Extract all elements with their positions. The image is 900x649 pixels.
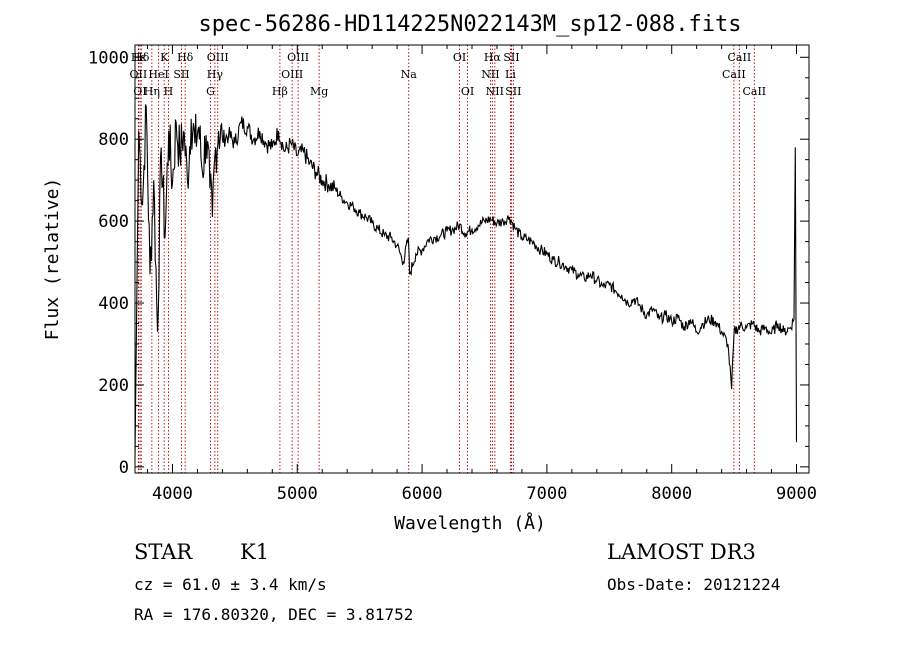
spectral-line-label: OII — [130, 68, 148, 81]
spectral-line-label: SII — [173, 68, 189, 81]
coordinates: RA = 176.80320, DEC = 3.81752 — [134, 605, 414, 624]
spectral-line-label: NII — [486, 85, 504, 98]
object-subclass: K1 — [240, 540, 270, 564]
spectral-line-label: OI — [133, 85, 146, 98]
spectral-line-label: HeI — [148, 68, 168, 81]
y-tick-label: 200 — [98, 376, 129, 396]
chart-title: spec-56286-HD114225N022143M_sp12-088.fit… — [198, 12, 741, 37]
flux-series-line — [134, 104, 798, 459]
spectral-line-label: Mg — [310, 85, 328, 98]
y-tick-label: 0 — [119, 458, 129, 478]
spectral-line-label: CaII — [722, 68, 746, 81]
y-axis-ticks: 0 200 400 600 800 1000 — [88, 48, 809, 478]
survey-name: LAMOST DR3 — [607, 540, 756, 564]
observation-date: Obs-Date: 20121224 — [607, 575, 781, 594]
x-tick-label: 8000 — [651, 484, 692, 504]
x-axis-label: Wavelength (Å) — [394, 512, 546, 534]
spectral-line-label: OI — [453, 51, 466, 64]
spectral-line-markers — [137, 45, 755, 473]
spectral-line-label: OI — [461, 85, 474, 98]
spectral-line-label: NII — [481, 68, 499, 81]
spectral-line-label: Hγ — [207, 68, 224, 81]
object-class: STAR — [134, 540, 193, 564]
y-tick-label: 1000 — [88, 48, 129, 68]
y-tick-label: 600 — [98, 212, 129, 232]
x-tick-label: 5000 — [277, 484, 318, 504]
x-tick-label: 9000 — [776, 484, 817, 504]
spectral-line-label: CaII — [742, 85, 766, 98]
spectral-line-label: SII — [505, 85, 521, 98]
spectral-line-label: H — [164, 85, 174, 98]
spectral-line-label: OIII — [281, 68, 303, 81]
spectral-line-label: K — [160, 51, 169, 64]
spectral-line-label: OIII — [287, 51, 309, 64]
x-axis-ticks: 4000 5000 6000 7000 8000 9000 — [146, 45, 817, 504]
spectral-line-label: OIII — [207, 51, 229, 64]
y-tick-label: 800 — [98, 130, 129, 150]
spectral-line-label: Hα — [484, 51, 502, 64]
redshift-velocity: cz = 61.0 ± 3.4 km/s — [134, 575, 327, 594]
spectral-line-label: Li — [505, 68, 516, 81]
spectral-line-label: SII — [503, 51, 519, 64]
spectral-line-label: Hη — [144, 85, 160, 98]
spectral-line-label: G — [206, 85, 215, 98]
spectral-line-label: Hδ — [177, 51, 194, 64]
x-tick-label: 7000 — [526, 484, 567, 504]
spectral-line-label: CaII — [728, 51, 752, 64]
plot-frame — [134, 44, 810, 474]
y-axis-label: Flux (relative) — [42, 178, 63, 341]
y-tick-label: 400 — [98, 294, 129, 314]
x-tick-label: 4000 — [152, 484, 193, 504]
spectral-line-label: Hβ — [272, 85, 288, 98]
spectral-line-label: Na — [401, 68, 418, 81]
x-tick-label: 6000 — [402, 484, 443, 504]
